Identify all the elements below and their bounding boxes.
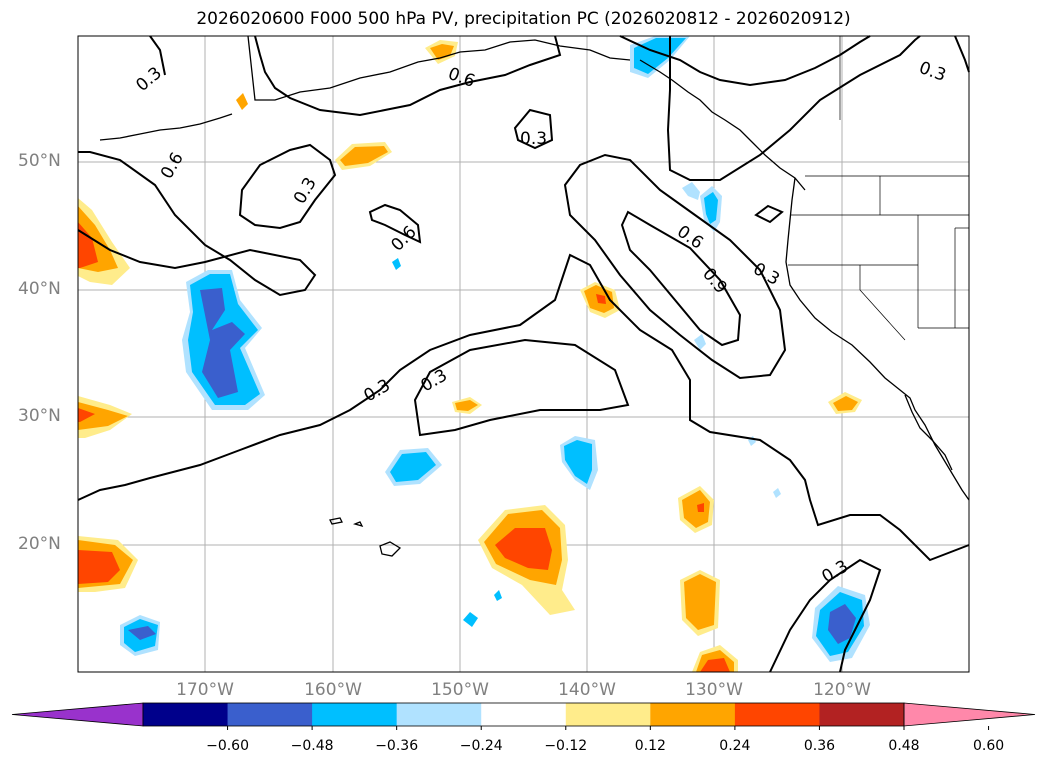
colorbar-tick-label: −0.60 [206,738,249,754]
precip-blob [684,574,716,630]
lon-tick-label: 160°W [304,680,362,700]
precip-blob [390,452,436,482]
precip-blob [78,408,95,422]
precip-blob [494,590,502,601]
precip-blob [634,38,686,74]
colorbar [11,702,1036,730]
colorbar-swatch [650,703,736,726]
colorbar-tick-label: −0.24 [459,738,503,754]
lat-tick-label: 50°N [18,151,61,171]
colorbar-swatch [143,703,229,726]
colorbar-swatch [312,703,398,726]
colorbar-extend-min [11,702,144,727]
lat-tick-label: 30°N [18,406,61,426]
colorbar-tick-label: 0.24 [719,738,751,754]
gridlines [78,36,969,672]
precip-blob [340,146,388,166]
precip-blob [697,503,704,512]
lon-tick-label: 150°W [431,680,489,700]
map-title: 2026020600 F000 500 hPa PV, precipitatio… [196,9,851,29]
colorbar-extend-max [903,702,1036,727]
precip-blob [392,258,401,270]
precip-blob [463,612,478,627]
lon-tick-label: 120°W [813,680,871,700]
precip-blob [564,440,592,484]
precip-blob [78,550,120,584]
colorbar-tick-label: 0.60 [972,738,1005,754]
precip-blob [833,396,858,411]
colorbar-swatch [481,703,567,726]
colorbar-tick-label: −0.12 [544,738,588,754]
precip-blob [682,490,710,528]
lat-tick-label: 20°N [18,534,61,554]
precip-blob [128,626,156,640]
colorbar-tick-label: 0.36 [803,738,836,754]
colorbar-swatch [396,703,482,726]
precip-blob [682,182,700,200]
colorbar-frame [142,702,905,727]
precip-blob [694,334,706,350]
colorbar-swatch [227,703,313,726]
colorbar-swatch [734,703,820,726]
lon-tick-label: 140°W [558,680,616,700]
map-panel: 0.3 0.6 0.3 0.6 0.3 0.6 0.3 0.6 0.9 0.3 … [77,35,970,673]
colorbar-tick-label: −0.36 [375,738,419,754]
colorbar-tick-label: −0.48 [290,738,334,754]
coastlines [99,35,970,557]
precip-blob [704,192,718,224]
precip-blob [596,294,606,304]
colorbar-swatch [565,703,651,726]
colorbar-swatch [819,703,905,726]
pv-contours [77,35,970,673]
contour-label: 0.3 [520,129,547,149]
precip-blob [455,400,478,411]
precip-blob [200,288,245,398]
precip-blob [828,604,856,644]
lon-tick-label: 130°W [685,680,743,700]
precip-blob [236,93,248,110]
precip-blob [773,488,781,498]
political-borders [788,36,969,341]
precip-blob [700,658,730,672]
colorbar-tick-label: 0.12 [634,738,666,754]
lat-tick-label: 40°N [18,279,61,299]
lon-tick-label: 170°W [176,680,234,700]
precip-shading [78,36,870,672]
precip-blob [495,528,552,570]
map-frame [77,35,970,673]
precip-blob [78,402,128,430]
colorbar-tick-label: 0.48 [888,738,920,754]
